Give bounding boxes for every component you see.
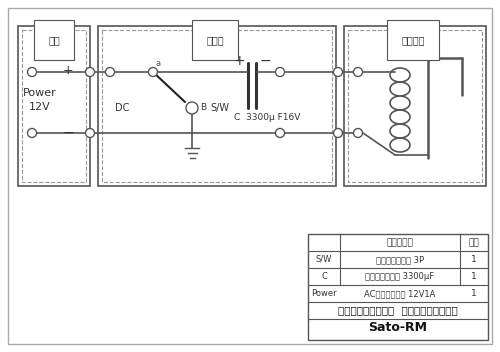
Text: トルグスイッチ 3P: トルグスイッチ 3P — [376, 255, 424, 264]
Bar — [308, 234, 488, 340]
Circle shape — [86, 68, 94, 76]
Circle shape — [148, 68, 158, 76]
Text: 1: 1 — [471, 255, 477, 264]
Circle shape — [186, 102, 198, 114]
Circle shape — [354, 128, 362, 138]
Circle shape — [28, 128, 36, 138]
Bar — [98, 26, 336, 186]
Circle shape — [28, 68, 36, 76]
Text: DC: DC — [115, 103, 129, 113]
Text: 電源: 電源 — [48, 35, 60, 45]
Text: Sato-RM: Sato-RM — [368, 321, 428, 334]
Text: 個数: 個数 — [468, 238, 479, 247]
Text: Power: Power — [311, 289, 337, 298]
Circle shape — [86, 128, 94, 138]
Bar — [18, 26, 90, 186]
Text: 1: 1 — [471, 272, 477, 281]
Circle shape — [354, 68, 362, 76]
Circle shape — [276, 68, 284, 76]
Circle shape — [276, 128, 284, 138]
Circle shape — [106, 68, 114, 76]
Text: 切替機: 切替機 — [206, 35, 224, 45]
Text: B: B — [200, 103, 206, 113]
Text: C: C — [321, 272, 327, 281]
Text: a: a — [156, 58, 160, 68]
Text: ポイント: ポイント — [401, 35, 425, 45]
Text: コンデンサー蓄電式  電動ポイント切替機: コンデンサー蓄電式 電動ポイント切替機 — [338, 306, 458, 315]
Text: S/W: S/W — [316, 255, 332, 264]
Text: +: + — [62, 63, 74, 76]
Circle shape — [334, 68, 342, 76]
Text: Power
12V: Power 12V — [23, 88, 57, 112]
Circle shape — [334, 128, 342, 138]
Text: コンデンサー　 3300μF: コンデンサー 3300μF — [366, 272, 434, 281]
Text: S/W: S/W — [210, 103, 230, 113]
Bar — [344, 26, 486, 186]
Text: 1: 1 — [471, 289, 477, 298]
Text: −: − — [62, 126, 74, 140]
Text: 部品リスト: 部品リスト — [386, 238, 413, 247]
Text: C  3300μ F16V: C 3300μ F16V — [234, 113, 300, 122]
Text: +: + — [233, 54, 245, 68]
Text: −: − — [259, 54, 271, 68]
Text: ACアダプター　 12V1A: ACアダプター 12V1A — [364, 289, 436, 298]
